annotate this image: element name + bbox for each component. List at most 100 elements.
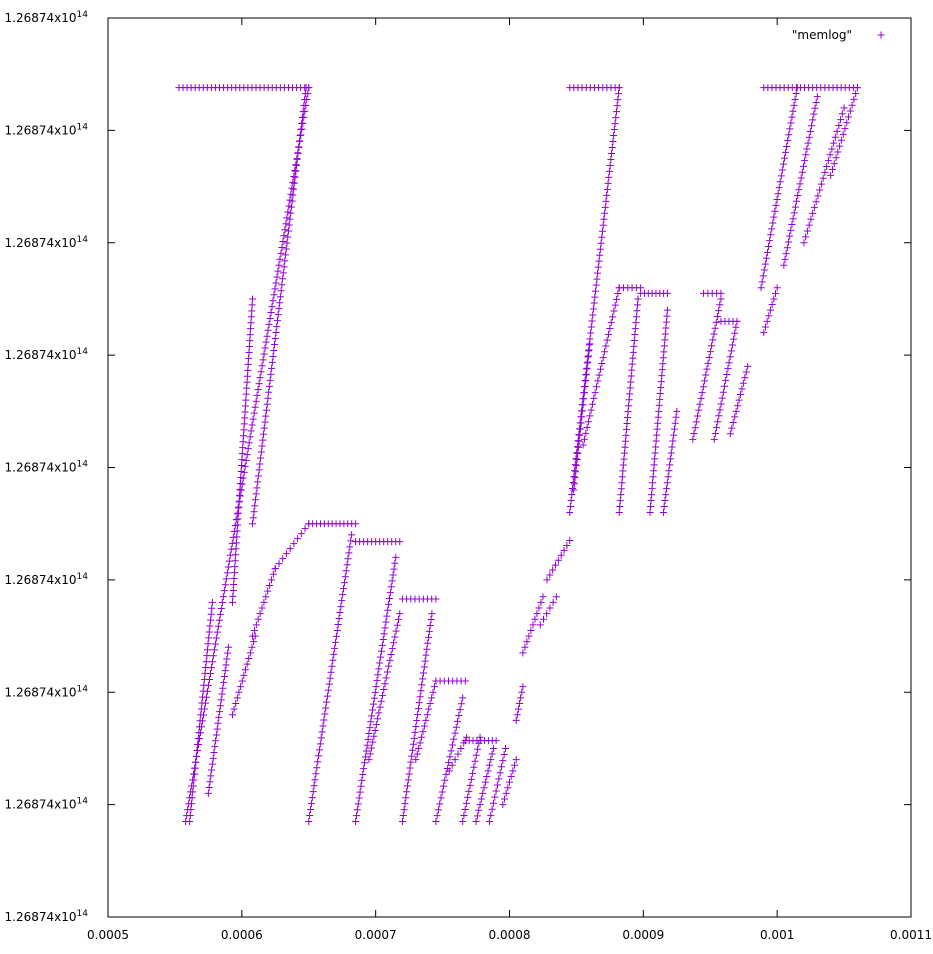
data-point-plus (270, 291, 278, 299)
y-tick-label: 1.26874x1014 (5, 122, 89, 137)
data-point-plus (816, 186, 824, 194)
data-point-plus (459, 817, 467, 825)
data-point-plus (230, 705, 238, 713)
data-point-plus (256, 460, 264, 468)
data-point-plus (501, 744, 509, 752)
data-point-plus (573, 443, 581, 451)
x-tick-label: 0.0005 (87, 928, 129, 942)
data-point-plus (320, 716, 328, 724)
data-point-plus (594, 263, 602, 271)
data-point-plus (215, 713, 223, 721)
data-point-plus (713, 312, 721, 320)
data-point-plus (280, 263, 288, 271)
data-point-plus (252, 397, 260, 405)
data-point-plus (268, 303, 276, 311)
data-point-plus (254, 478, 262, 486)
data-point-plus (465, 787, 473, 795)
data-point-plus (574, 437, 582, 445)
data-point-plus (224, 643, 232, 651)
data-point-plus (220, 678, 228, 686)
data-point-plus (402, 794, 410, 802)
data-point-plus (260, 598, 268, 606)
data-point-plus (434, 806, 442, 814)
data-point-plus (241, 402, 249, 410)
data-point-plus (653, 425, 661, 433)
data-point-plus (284, 227, 292, 235)
data-point-plus (353, 806, 361, 814)
data-point-plus (411, 728, 419, 736)
data-point-plus (264, 587, 272, 595)
data-point-plus (275, 560, 283, 568)
data-point-plus (798, 168, 806, 176)
data-point-plus (517, 694, 525, 702)
data-point-plus (597, 365, 605, 373)
data-point-plus (652, 443, 660, 451)
data-point-plus (601, 209, 609, 217)
data-point-plus (243, 660, 251, 668)
data-point-plus (783, 244, 791, 252)
data-point-plus (301, 96, 309, 104)
data-point-plus (603, 191, 611, 199)
data-point-plus (418, 733, 426, 741)
data-point-plus (332, 632, 340, 640)
data-point-plus (324, 686, 332, 694)
data-point-plus (250, 626, 258, 634)
data-point-plus (374, 671, 382, 679)
data-point-plus (611, 120, 619, 128)
data-point-plus (367, 744, 375, 752)
data-point-plus (234, 521, 242, 529)
data-point-plus (372, 683, 380, 691)
data-point-plus (425, 627, 433, 635)
data-point-plus (662, 318, 670, 326)
data-point-plus (582, 370, 590, 378)
data-point-plus (629, 348, 637, 356)
data-point-plus (773, 195, 781, 203)
data-point-plus (344, 555, 352, 563)
data-point-plus (275, 261, 283, 269)
data-point-plus (392, 553, 400, 561)
data-point-plus (440, 782, 448, 790)
data-point-plus (648, 485, 656, 493)
data-point-plus (457, 700, 465, 708)
data-point-plus (279, 275, 287, 283)
data-point-plus (594, 377, 602, 385)
data-point-plus (774, 190, 782, 198)
data-point-plus (414, 705, 422, 713)
data-point-plus (575, 437, 583, 445)
data-point-plus (236, 479, 244, 487)
data-point-plus (471, 757, 479, 765)
data-point-plus (723, 371, 731, 379)
data-point-plus (387, 650, 395, 658)
data-point-plus (265, 382, 273, 390)
data-point-plus (290, 540, 298, 548)
data-point-plus (589, 305, 597, 313)
data-point-plus (352, 812, 360, 820)
data-point-plus (799, 162, 807, 170)
data-point-plus (257, 448, 265, 456)
data-point-plus (668, 443, 676, 451)
data-point-plus (279, 238, 287, 246)
data-point-plus (382, 674, 390, 682)
data-point-plus (609, 138, 617, 146)
data-point-plus (618, 473, 626, 481)
data-point-plus (396, 610, 404, 618)
data-point-plus (281, 226, 289, 234)
data-point-plus (243, 451, 251, 459)
data-point-plus (606, 161, 614, 169)
data-point-plus (491, 793, 499, 801)
data-point-plus (376, 659, 384, 667)
data-point-plus (691, 424, 699, 432)
data-point-plus (579, 401, 587, 409)
data-point-plus (192, 758, 200, 766)
data-point-plus (460, 811, 468, 819)
data-point-plus (332, 638, 340, 646)
data-point-plus (232, 516, 240, 524)
data-point-plus (649, 473, 657, 481)
data-point-plus (572, 462, 580, 470)
data-point-plus (414, 711, 422, 719)
data-point-plus (222, 661, 230, 669)
data-point-plus (396, 538, 404, 546)
data-point-plus (591, 293, 599, 301)
data-point-plus (352, 520, 360, 528)
data-point-plus (810, 110, 818, 118)
